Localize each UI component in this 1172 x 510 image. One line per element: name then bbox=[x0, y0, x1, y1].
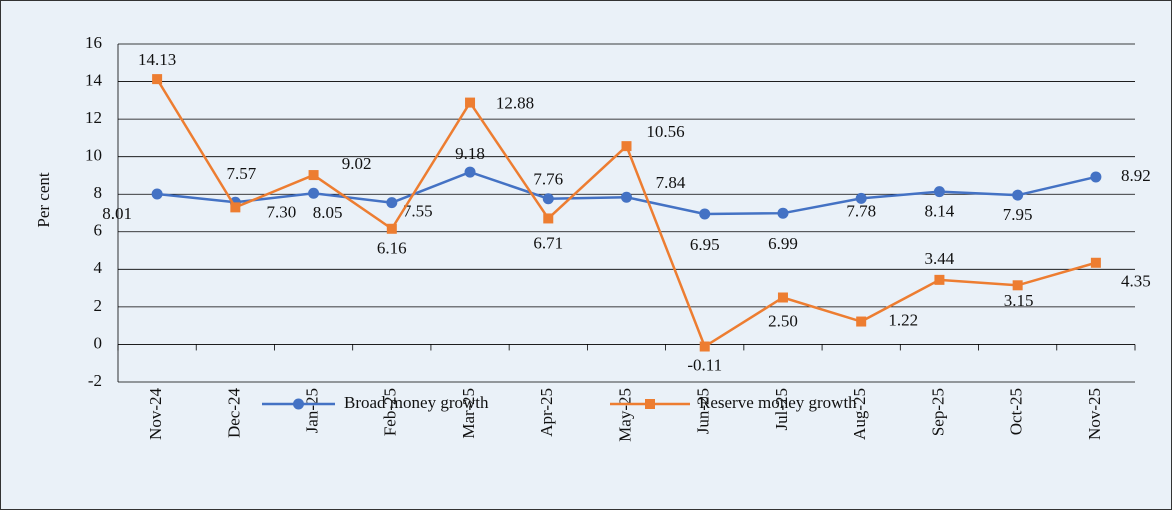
marker bbox=[386, 223, 397, 234]
marker bbox=[933, 186, 945, 198]
data-label: 6.95 bbox=[690, 235, 720, 254]
data-label: 3.15 bbox=[1004, 291, 1034, 310]
x-tick-label: Mar-25 bbox=[459, 388, 478, 439]
data-label: 8.92 bbox=[1121, 166, 1151, 185]
marker bbox=[1012, 189, 1024, 201]
y-tick-label: 12 bbox=[85, 108, 102, 127]
marker bbox=[1090, 171, 1102, 183]
marker bbox=[230, 202, 241, 213]
marker bbox=[699, 341, 710, 352]
x-tick-label: Aug-25 bbox=[850, 388, 869, 440]
marker bbox=[621, 141, 632, 152]
y-tick-label: 16 bbox=[85, 33, 102, 52]
legend-label: Reserve money growth bbox=[699, 393, 857, 412]
data-label: 14.13 bbox=[138, 50, 176, 69]
legend-label: Broad money growth bbox=[344, 393, 489, 412]
y-tick-label: 10 bbox=[85, 146, 102, 165]
marker bbox=[386, 197, 398, 209]
data-label: 7.55 bbox=[403, 202, 433, 221]
x-tick-label: Jan-25 bbox=[302, 388, 321, 433]
x-tick-label: Nov-24 bbox=[146, 388, 165, 440]
marker bbox=[308, 187, 320, 199]
marker bbox=[465, 97, 476, 108]
y-tick-label: 0 bbox=[94, 333, 103, 352]
marker bbox=[1012, 280, 1023, 291]
data-label: 1.22 bbox=[888, 310, 918, 329]
y-tick-label: 2 bbox=[94, 296, 103, 315]
x-tick-label: May-25 bbox=[615, 388, 634, 442]
marker bbox=[855, 192, 867, 204]
marker bbox=[151, 188, 163, 200]
marker bbox=[1090, 257, 1101, 268]
marker bbox=[645, 399, 655, 409]
x-tick-label: Apr-25 bbox=[537, 388, 556, 437]
x-tick-label: Oct-25 bbox=[1007, 388, 1026, 435]
marker bbox=[777, 292, 788, 303]
data-label: 12.88 bbox=[496, 93, 534, 112]
data-label: 10.56 bbox=[646, 122, 684, 141]
data-label: 7.95 bbox=[1003, 205, 1033, 224]
data-label: 6.99 bbox=[768, 234, 798, 253]
y-tick-label: -2 bbox=[88, 371, 102, 390]
x-tick-label: Jun-25 bbox=[694, 388, 713, 434]
marker bbox=[308, 170, 319, 181]
data-label: 7.78 bbox=[846, 201, 876, 220]
y-tick-label: 6 bbox=[94, 221, 103, 240]
y-tick-label: 14 bbox=[85, 70, 103, 89]
data-label: 9.18 bbox=[455, 144, 485, 163]
marker bbox=[464, 166, 476, 178]
data-label: 2.50 bbox=[768, 311, 798, 330]
data-label: 8.14 bbox=[925, 201, 955, 220]
marker bbox=[152, 74, 163, 85]
marker bbox=[293, 398, 304, 410]
marker bbox=[621, 191, 632, 203]
y-axis-label: Per cent bbox=[34, 172, 53, 228]
data-label: 6.71 bbox=[533, 233, 563, 252]
data-label: 3.44 bbox=[925, 249, 955, 268]
data-label: 7.30 bbox=[266, 202, 296, 221]
data-label: 8.01 bbox=[102, 204, 132, 223]
marker bbox=[777, 207, 789, 219]
data-label: 7.76 bbox=[533, 170, 563, 189]
marker bbox=[542, 193, 554, 205]
data-label: 7.57 bbox=[226, 164, 256, 183]
x-tick-label: Feb-25 bbox=[381, 388, 400, 436]
data-label: 9.02 bbox=[342, 154, 372, 173]
x-tick-label: Dec-24 bbox=[224, 388, 243, 439]
marker bbox=[934, 274, 945, 285]
x-tick-label: Nov-25 bbox=[1085, 388, 1104, 440]
y-tick-label: 4 bbox=[94, 258, 103, 277]
y-tick-label: 8 bbox=[94, 183, 103, 202]
x-tick-label: Jul-25 bbox=[772, 388, 791, 431]
marker bbox=[856, 316, 867, 327]
data-label: 6.16 bbox=[377, 239, 407, 258]
data-label: 7.84 bbox=[656, 173, 686, 192]
data-label: -0.11 bbox=[687, 355, 722, 374]
data-label: 8.05 bbox=[313, 203, 343, 222]
data-label: 4.35 bbox=[1121, 272, 1151, 291]
x-tick-label: Sep-25 bbox=[928, 388, 947, 436]
marker bbox=[543, 213, 554, 224]
marker bbox=[699, 208, 711, 220]
